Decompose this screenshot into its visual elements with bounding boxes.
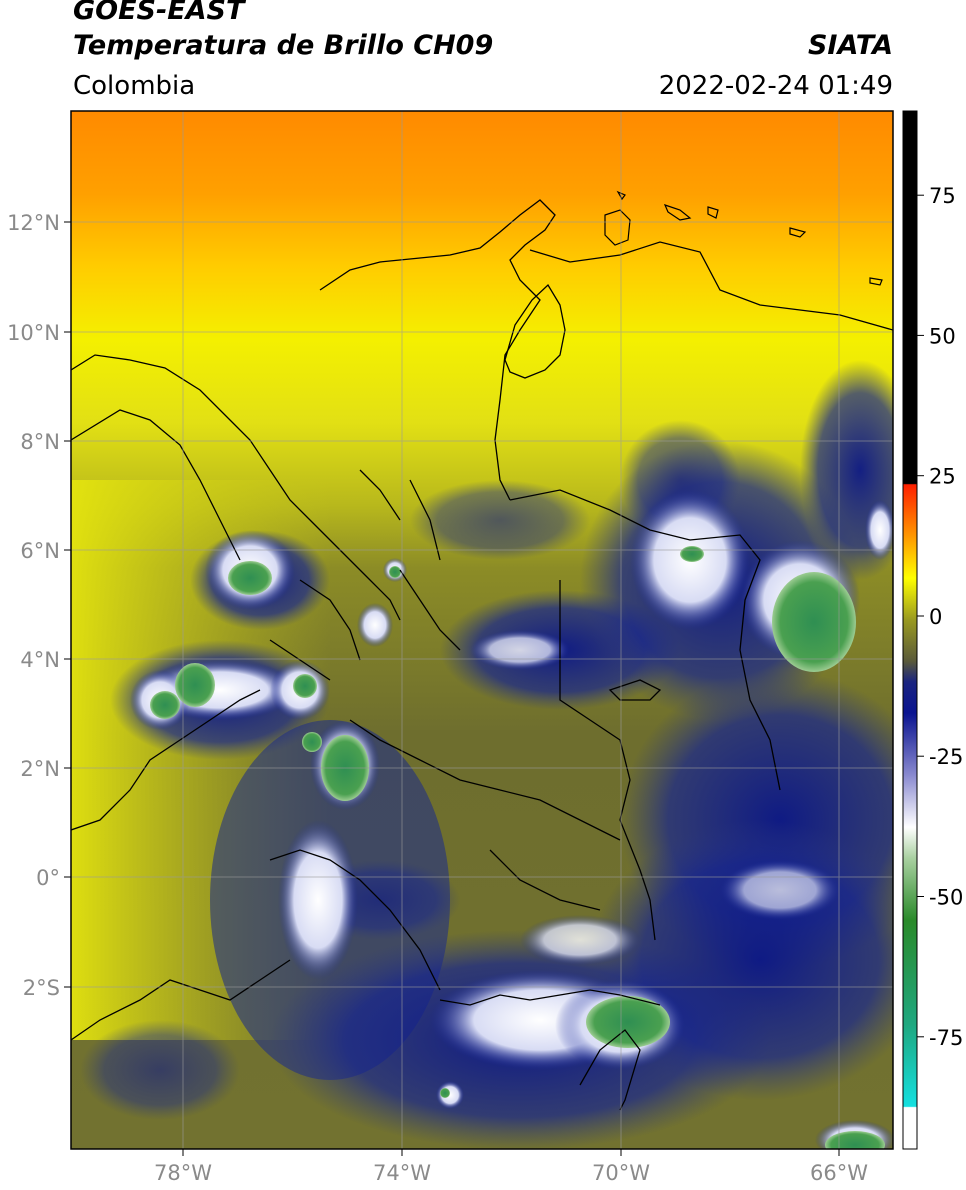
lon-tick-labels: 78°W 74°W 70°W 66°W: [154, 1161, 868, 1185]
lat-label-2s: 2°S: [23, 976, 60, 1000]
lon-label-66w: 66°W: [810, 1161, 868, 1185]
country-boundaries: [71, 199, 893, 1111]
lat-label-6n: 6°N: [20, 539, 60, 563]
title-line1: GOES-EAST: [73, 0, 245, 26]
lon-tick-marks: [182, 1149, 840, 1156]
colorbar-label-75: 75: [929, 184, 956, 208]
lat-label-0: 0°: [36, 866, 60, 890]
lat-label-12n: 12°N: [7, 211, 60, 235]
lon-label-78w: 78°W: [154, 1161, 212, 1185]
colorbar-ticks: [917, 194, 924, 1038]
title-line2: Temperatura de Brillo CH09: [73, 30, 494, 61]
graticule: [71, 111, 893, 1149]
lon-label-74w: 74°W: [373, 1161, 431, 1185]
lat-label-10n: 10°N: [7, 321, 60, 345]
colorbar-label-0: 0: [929, 605, 942, 629]
lon-label-70w: 70°W: [592, 1161, 650, 1185]
region-label: Colombia: [73, 71, 196, 101]
islands: [604, 190, 883, 286]
lat-label-4n: 4°N: [20, 648, 60, 672]
satellite-imagery: [71, 111, 893, 1149]
colorbar-label-m50: -50: [929, 886, 963, 910]
colorbar: [902, 110, 918, 1150]
colorbar-label-m75: -75: [929, 1026, 963, 1050]
lat-label-2n: 2°N: [20, 757, 60, 781]
lat-tick-labels: 12°N 10°N 8°N 6°N 4°N 2°N 0° 2°S: [7, 211, 60, 1000]
map-frame: [70, 110, 894, 1150]
lat-tick-marks: [64, 221, 71, 988]
colorbar-labels: 75 50 25 0 -25 -50 -75: [929, 184, 963, 1050]
agency-label: SIATA: [807, 30, 893, 61]
colorbar-label-m25: -25: [929, 745, 963, 769]
datetime-label: 2022-02-24 01:49: [658, 71, 893, 101]
colorbar-label-25: 25: [929, 465, 956, 489]
colorbar-label-50: 50: [929, 324, 956, 348]
lat-label-8n: 8°N: [20, 430, 60, 454]
